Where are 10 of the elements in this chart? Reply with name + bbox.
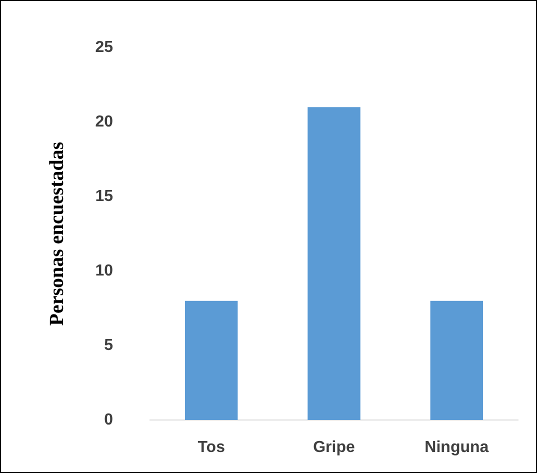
y-tick-label: 5 xyxy=(104,336,114,354)
y-tick-label: 15 xyxy=(95,188,114,205)
y-tick-label: 10 xyxy=(95,262,114,280)
y-tick-label: 25 xyxy=(95,39,114,56)
y-tick-label: 20 xyxy=(95,113,114,130)
y-axis-title: Personas encuestadas xyxy=(46,142,68,326)
x-tick-label: Gripe xyxy=(313,439,355,456)
y-tick-label: 0 xyxy=(104,411,114,428)
x-tick-label: Ninguna xyxy=(424,439,489,456)
x-tick-label: Tos xyxy=(198,439,226,456)
